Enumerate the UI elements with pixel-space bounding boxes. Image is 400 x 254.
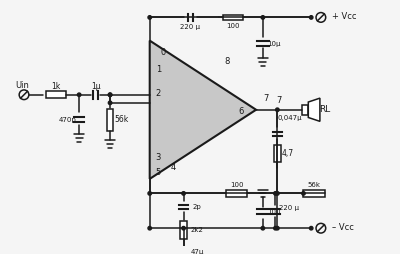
Text: 8: 8: [224, 57, 230, 66]
Text: RL: RL: [319, 105, 330, 114]
Text: 1: 1: [156, 65, 161, 74]
Bar: [180, 221, 187, 239]
Text: 3: 3: [156, 153, 161, 162]
Text: 1k: 1k: [51, 82, 60, 91]
Text: 220 μ: 220 μ: [180, 24, 200, 30]
Circle shape: [310, 227, 313, 230]
Text: 6: 6: [238, 107, 243, 116]
Circle shape: [108, 93, 112, 97]
Text: Uin: Uin: [15, 81, 29, 90]
Circle shape: [148, 16, 152, 19]
Text: 7: 7: [263, 94, 268, 103]
Circle shape: [274, 227, 277, 230]
Circle shape: [274, 192, 277, 195]
Bar: [274, 145, 281, 162]
Bar: [46, 91, 66, 98]
Circle shape: [182, 192, 185, 195]
Circle shape: [148, 227, 152, 230]
Polygon shape: [308, 98, 320, 121]
Bar: [226, 190, 247, 197]
Text: 100: 100: [230, 182, 244, 188]
Circle shape: [77, 93, 81, 97]
Circle shape: [108, 93, 112, 97]
Text: + Vcc: + Vcc: [332, 12, 357, 21]
Bar: [302, 105, 308, 115]
Bar: [223, 14, 242, 20]
Text: – Vcc: – Vcc: [332, 223, 354, 232]
Text: 10μ: 10μ: [267, 41, 280, 46]
Circle shape: [276, 108, 279, 112]
Text: 1μ: 1μ: [91, 82, 100, 91]
Circle shape: [108, 101, 112, 105]
Text: 4: 4: [170, 163, 176, 172]
Text: 2: 2: [156, 89, 161, 98]
Text: 2p: 2p: [193, 204, 202, 210]
Circle shape: [261, 16, 264, 19]
Text: 56k: 56k: [308, 182, 321, 188]
Circle shape: [276, 192, 279, 195]
Text: 0: 0: [161, 48, 166, 57]
Circle shape: [302, 192, 305, 195]
Text: 7: 7: [277, 96, 282, 105]
Text: 220 μ: 220 μ: [279, 205, 299, 211]
Text: 56k: 56k: [114, 115, 129, 124]
Bar: [107, 109, 114, 131]
Text: 2k2: 2k2: [191, 227, 204, 233]
Text: 4,7: 4,7: [282, 149, 294, 158]
Circle shape: [276, 227, 279, 230]
Circle shape: [148, 192, 152, 195]
Text: 100: 100: [226, 23, 240, 29]
Text: 5: 5: [156, 168, 161, 177]
Text: 47μ: 47μ: [190, 249, 204, 254]
Circle shape: [182, 227, 185, 230]
Circle shape: [261, 227, 264, 230]
Bar: [304, 190, 325, 197]
Text: 0,047μ: 0,047μ: [278, 116, 302, 121]
Text: 10μ: 10μ: [268, 209, 281, 215]
Circle shape: [310, 16, 313, 19]
Text: 470p: 470p: [59, 117, 76, 123]
Polygon shape: [150, 41, 256, 179]
